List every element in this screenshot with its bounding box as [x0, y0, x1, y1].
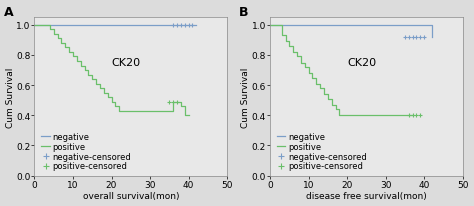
Point — [409, 36, 417, 39]
Point — [165, 101, 173, 104]
X-axis label: overall survival(mon): overall survival(mon) — [82, 192, 179, 200]
Point — [189, 24, 196, 27]
Point — [420, 36, 428, 39]
Point — [185, 24, 192, 27]
Point — [173, 101, 181, 104]
Point — [417, 114, 424, 117]
Point — [181, 24, 189, 27]
Point — [417, 36, 424, 39]
Legend: negative, positive, negative-censored, positive-censored: negative, positive, negative-censored, p… — [276, 131, 367, 172]
Point — [405, 114, 412, 117]
Text: CK20: CK20 — [111, 57, 141, 68]
Point — [173, 24, 181, 27]
Text: B: B — [239, 6, 249, 19]
Text: CK20: CK20 — [347, 57, 376, 68]
Point — [413, 36, 420, 39]
Point — [169, 24, 177, 27]
Y-axis label: Cum Survival: Cum Survival — [6, 67, 15, 127]
Text: A: A — [4, 6, 13, 19]
Legend: negative, positive, negative-censored, positive-censored: negative, positive, negative-censored, p… — [41, 131, 132, 172]
X-axis label: disease free survival(mon): disease free survival(mon) — [306, 192, 427, 200]
Point — [409, 114, 417, 117]
Point — [177, 24, 185, 27]
Point — [413, 114, 420, 117]
Point — [401, 36, 409, 39]
Point — [405, 36, 412, 39]
Y-axis label: Cum Survival: Cum Survival — [241, 67, 250, 127]
Point — [169, 101, 177, 104]
